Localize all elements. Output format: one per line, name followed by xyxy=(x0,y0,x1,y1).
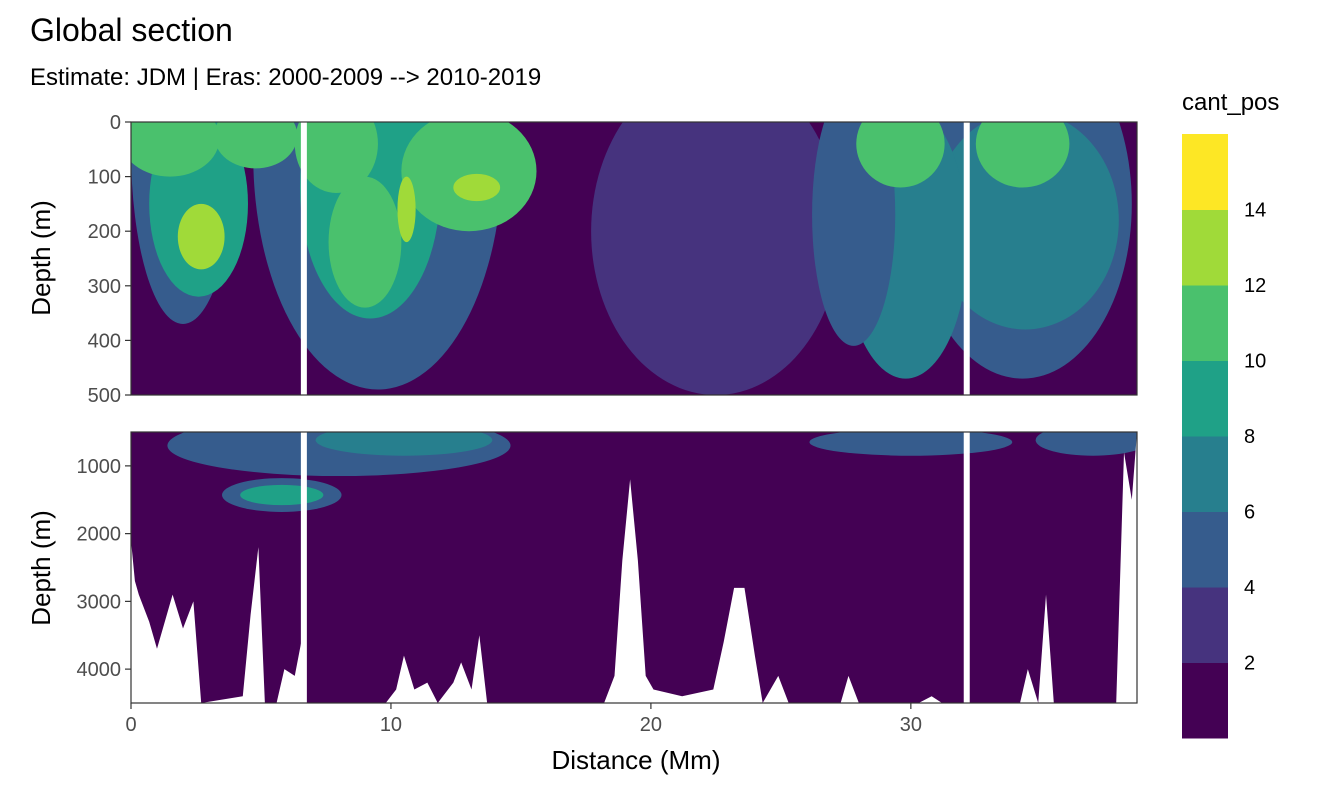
legend-swatch xyxy=(1182,587,1228,663)
contour-band-5 xyxy=(294,122,378,193)
y-tick-label: 200 xyxy=(88,221,121,243)
legend-label: 2 xyxy=(1244,653,1255,675)
y-tick-label: 500 xyxy=(88,385,121,407)
contour-band-3 xyxy=(315,432,493,456)
upper-panel: 0 100 200 300 400 500 xyxy=(88,112,1138,407)
legend-label: 4 xyxy=(1244,577,1255,599)
contour-band-1 xyxy=(591,122,841,395)
legend-swatch xyxy=(1182,360,1228,437)
panel-border xyxy=(130,431,1138,704)
legend-title: cant_pos xyxy=(1182,89,1279,116)
contour-band-5 xyxy=(131,122,220,177)
y-tick-label: 3000 xyxy=(77,591,122,613)
legend-swatch xyxy=(1182,134,1228,210)
data-gap xyxy=(963,122,970,395)
data-gap xyxy=(300,122,307,395)
contour-band-6 xyxy=(397,176,416,243)
y-tick-label: 2000 xyxy=(77,524,122,546)
x-axis: 0 10 20 30 xyxy=(125,703,922,736)
contour-band-5 xyxy=(975,122,1070,188)
legend-swatch xyxy=(1182,511,1228,588)
legend-swatch xyxy=(1182,209,1228,286)
contour-band-2 xyxy=(809,432,1013,456)
sea-floor xyxy=(131,432,1137,703)
y-tick-label: 1000 xyxy=(77,456,122,478)
legend-label: 8 xyxy=(1244,426,1255,448)
contour-band-3 xyxy=(931,122,1119,330)
panel-border xyxy=(130,121,1138,396)
lower-y-axis-title: Depth (m) xyxy=(26,510,56,626)
legend-label: 12 xyxy=(1244,275,1266,297)
chart-subtitle: Estimate: JDM | Eras: 2000-2009 --> 2010… xyxy=(30,64,541,91)
y-tick-label: 400 xyxy=(88,330,121,352)
legend-swatch xyxy=(1182,436,1228,512)
legend-swatch xyxy=(1182,285,1228,361)
data-gap xyxy=(300,432,307,703)
y-tick-label: 100 xyxy=(88,167,121,189)
x-tick-label: 20 xyxy=(640,714,662,736)
x-tick-label: 30 xyxy=(900,714,922,736)
y-tick-label: 0 xyxy=(110,112,121,134)
x-axis-title: Distance (Mm) xyxy=(551,745,720,775)
contour-band-6 xyxy=(177,203,225,270)
upper-y-axis-title: Depth (m) xyxy=(26,200,56,316)
contour-band-5 xyxy=(328,176,402,308)
legend-label: 10 xyxy=(1244,351,1266,373)
lower-panel: 1000 2000 3000 4000 xyxy=(77,431,1138,704)
contour-band-6 xyxy=(453,173,501,202)
contour-band-5 xyxy=(401,122,537,232)
data-gap xyxy=(963,432,970,703)
x-tick-label: 0 xyxy=(125,714,136,736)
legend-label: 14 xyxy=(1244,200,1266,222)
contour-field xyxy=(131,432,1137,703)
legend-swatch xyxy=(1182,662,1228,739)
contour-band-4 xyxy=(240,484,324,506)
legend: cant_pos 2 4 6 8 10 12 14 xyxy=(1182,89,1279,739)
contour-field xyxy=(131,122,1137,395)
contour-band-5 xyxy=(214,122,298,169)
contour-band-5 xyxy=(856,122,945,188)
y-tick-label: 4000 xyxy=(77,659,122,681)
chart-title: Global section xyxy=(30,12,233,48)
x-tick-label: 10 xyxy=(380,714,402,736)
y-tick-label: 300 xyxy=(88,276,121,298)
contour-band-2 xyxy=(1035,432,1137,456)
legend-label: 6 xyxy=(1244,502,1255,524)
